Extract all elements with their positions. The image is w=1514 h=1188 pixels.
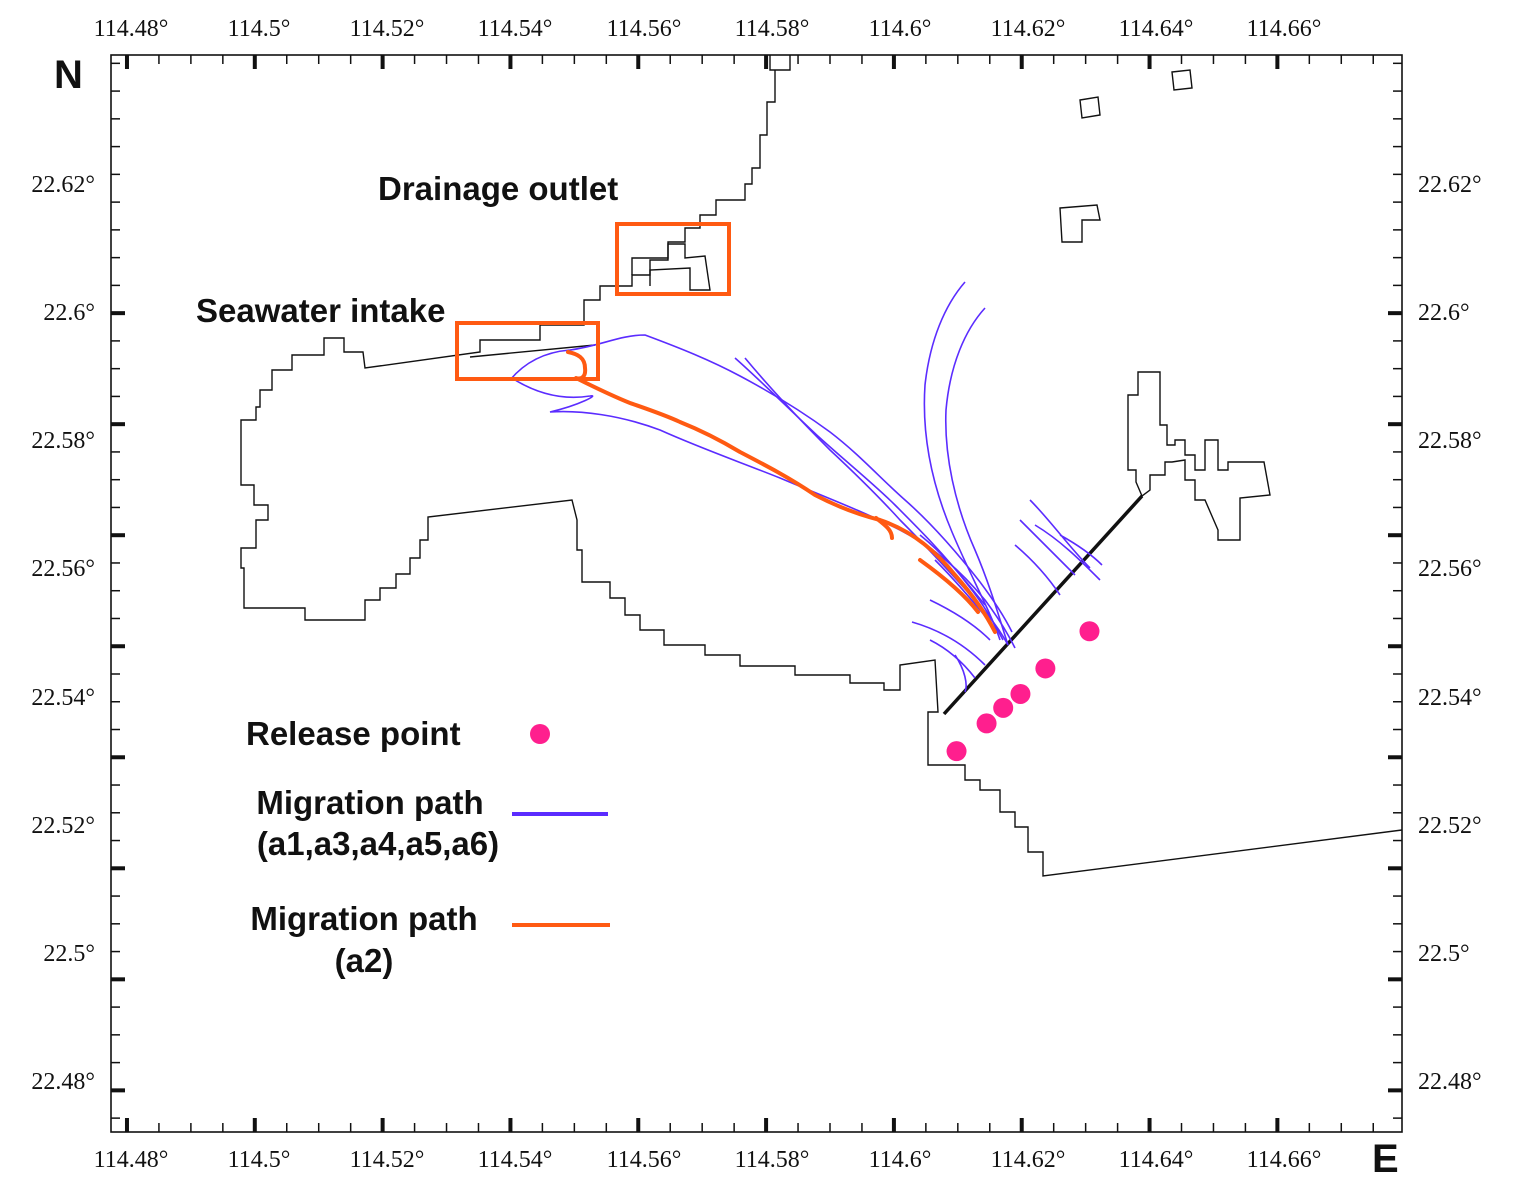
migration-path-blue xyxy=(509,334,1013,633)
legend-blue-label-line2: (a1,a3,a4,a5,a6) xyxy=(257,825,499,862)
seawater-intake-box xyxy=(455,321,600,381)
island xyxy=(1171,69,1193,91)
x-tick-label-top: 114.5° xyxy=(228,16,291,42)
legend-release-point-label: Release point xyxy=(246,715,461,752)
y-tick-label-left: 22.62° xyxy=(31,172,95,198)
y-tick-label-right: 22.48° xyxy=(1418,1069,1482,1095)
east-label: E xyxy=(1372,1137,1399,1181)
drainage-outlet-box xyxy=(615,222,731,296)
x-tick-label-top: 114.54° xyxy=(478,16,553,42)
y-tick-label-right: 22.58° xyxy=(1418,428,1482,454)
y-tick-label-left: 22.52° xyxy=(31,813,95,839)
x-tick-label-top: 114.62° xyxy=(991,16,1066,42)
y-tick-label-right: 22.54° xyxy=(1418,685,1482,711)
x-tick-label-bottom: 114.52° xyxy=(350,1147,425,1173)
x-tick-label-top: 114.56° xyxy=(607,16,682,42)
orange-migration-path xyxy=(566,350,997,634)
bottom-tick-labels: 114.48° 114.5° 114.52° 114.54° 114.56° 1… xyxy=(94,1147,1322,1173)
x-tick-label-bottom: 114.5° xyxy=(228,1147,291,1173)
migration-path-blue xyxy=(944,307,1009,646)
legend-orange-label-line1: Migration path xyxy=(250,900,477,937)
plot-frame xyxy=(110,54,1403,1133)
x-tick-label-top: 114.48° xyxy=(94,16,169,42)
y-tick-label-right: 22.5° xyxy=(1418,941,1470,967)
y-tick-label-right: 22.52° xyxy=(1418,813,1482,839)
x-tick-label-top: 114.66° xyxy=(1247,16,1322,42)
x-tick-label-top: 114.6° xyxy=(869,16,932,42)
seawater-intake-label: Seawater intake xyxy=(196,292,445,329)
legend-orange-label-line2: (a2) xyxy=(335,942,394,979)
y-tick-label-left: 22.48° xyxy=(31,1069,95,1095)
release-point xyxy=(946,741,967,762)
y-tick-label-left: 22.56° xyxy=(31,556,95,582)
y-tick-label-left: 22.58° xyxy=(31,428,95,454)
x-tick-label-bottom: 114.62° xyxy=(991,1147,1066,1173)
migration-path-orange xyxy=(566,350,997,634)
legend-release-point-marker xyxy=(530,724,550,744)
legend-blue-label-line1: Migration path xyxy=(256,784,483,821)
y-tick-label-left: 22.54° xyxy=(31,685,95,711)
migration-path-blue xyxy=(1014,499,1103,596)
drainage-outlet-label: Drainage outlet xyxy=(378,170,618,207)
x-tick-label-bottom: 114.64° xyxy=(1119,1147,1194,1173)
release-point xyxy=(976,713,997,734)
release-point xyxy=(1079,621,1100,642)
legend: Release point Migration path (a1,a3,a4,a… xyxy=(246,715,610,979)
y-tick-label-right: 22.56° xyxy=(1418,556,1482,582)
release-point xyxy=(1035,658,1056,679)
y-tick-label-right: 22.62° xyxy=(1418,172,1482,198)
y-tick-label-left: 22.5° xyxy=(43,941,95,967)
release-point xyxy=(993,697,1014,718)
island xyxy=(1079,96,1101,119)
intake-shoreline xyxy=(469,344,596,358)
x-tick-label-bottom: 114.54° xyxy=(478,1147,553,1173)
right-tick-labels: 22.62° 22.6° 22.58° 22.56° 22.54° 22.52°… xyxy=(1418,172,1482,1095)
x-tick-label-bottom: 114.66° xyxy=(1247,1147,1322,1173)
y-tick-label-left: 22.6° xyxy=(43,300,95,326)
release-points xyxy=(946,621,1100,762)
x-tick-label-bottom: 114.58° xyxy=(735,1147,810,1173)
x-tick-label-bottom: 114.48° xyxy=(94,1147,169,1173)
x-tick-label-top: 114.64° xyxy=(1119,16,1194,42)
tick-marks xyxy=(111,55,1402,1132)
coastline-drainage-inset xyxy=(631,243,711,291)
north-label: N xyxy=(54,53,83,97)
top-tick-labels: 114.48° 114.5° 114.52° 114.54° 114.56° 1… xyxy=(94,16,1322,42)
island xyxy=(1059,204,1101,243)
x-tick-label-top: 114.52° xyxy=(350,16,425,42)
left-tick-labels: 22.62° 22.6° 22.58° 22.56° 22.54° 22.52°… xyxy=(31,172,95,1095)
y-tick-label-right: 22.6° xyxy=(1418,300,1470,326)
coastline xyxy=(240,55,1403,877)
x-tick-label-bottom: 114.56° xyxy=(607,1147,682,1173)
x-tick-label-top: 114.58° xyxy=(735,16,810,42)
release-point xyxy=(1010,683,1031,704)
migration-path-blue xyxy=(923,281,1001,641)
coastline-east-peninsula xyxy=(1127,371,1271,541)
migration-path-blue xyxy=(911,599,991,693)
release-line xyxy=(942,494,1144,716)
migration-path-blue xyxy=(514,379,1016,649)
migration-path-orange xyxy=(874,516,980,614)
x-tick-label-bottom: 114.6° xyxy=(869,1147,932,1173)
